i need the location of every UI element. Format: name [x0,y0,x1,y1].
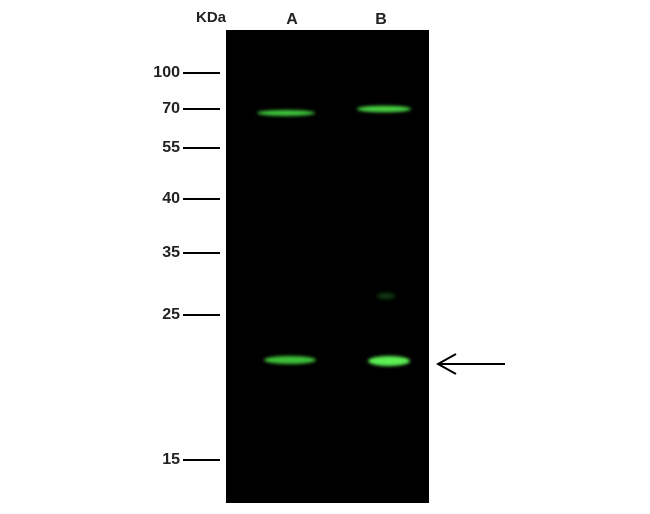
arrow [435,353,505,375]
band [357,105,411,113]
marker-ladder: 100 70 55 40 35 25 15 [153,64,220,468]
marker-label: 15 [162,451,180,468]
faint-band [377,294,395,298]
marker-label: 100 [153,64,180,81]
marker-label: 25 [162,306,180,323]
lane-label: A [286,11,298,28]
marker-label: 70 [162,100,180,117]
band [368,356,410,366]
band [264,356,316,364]
marker-label: 55 [162,139,180,156]
arrow-head [435,353,457,375]
lane-label: B [375,11,387,28]
membrane [226,30,429,503]
unit-label: KDa [196,9,227,26]
marker-label: 35 [162,244,180,261]
marker-label: 40 [162,190,180,207]
bands [257,105,411,366]
band [257,110,315,116]
